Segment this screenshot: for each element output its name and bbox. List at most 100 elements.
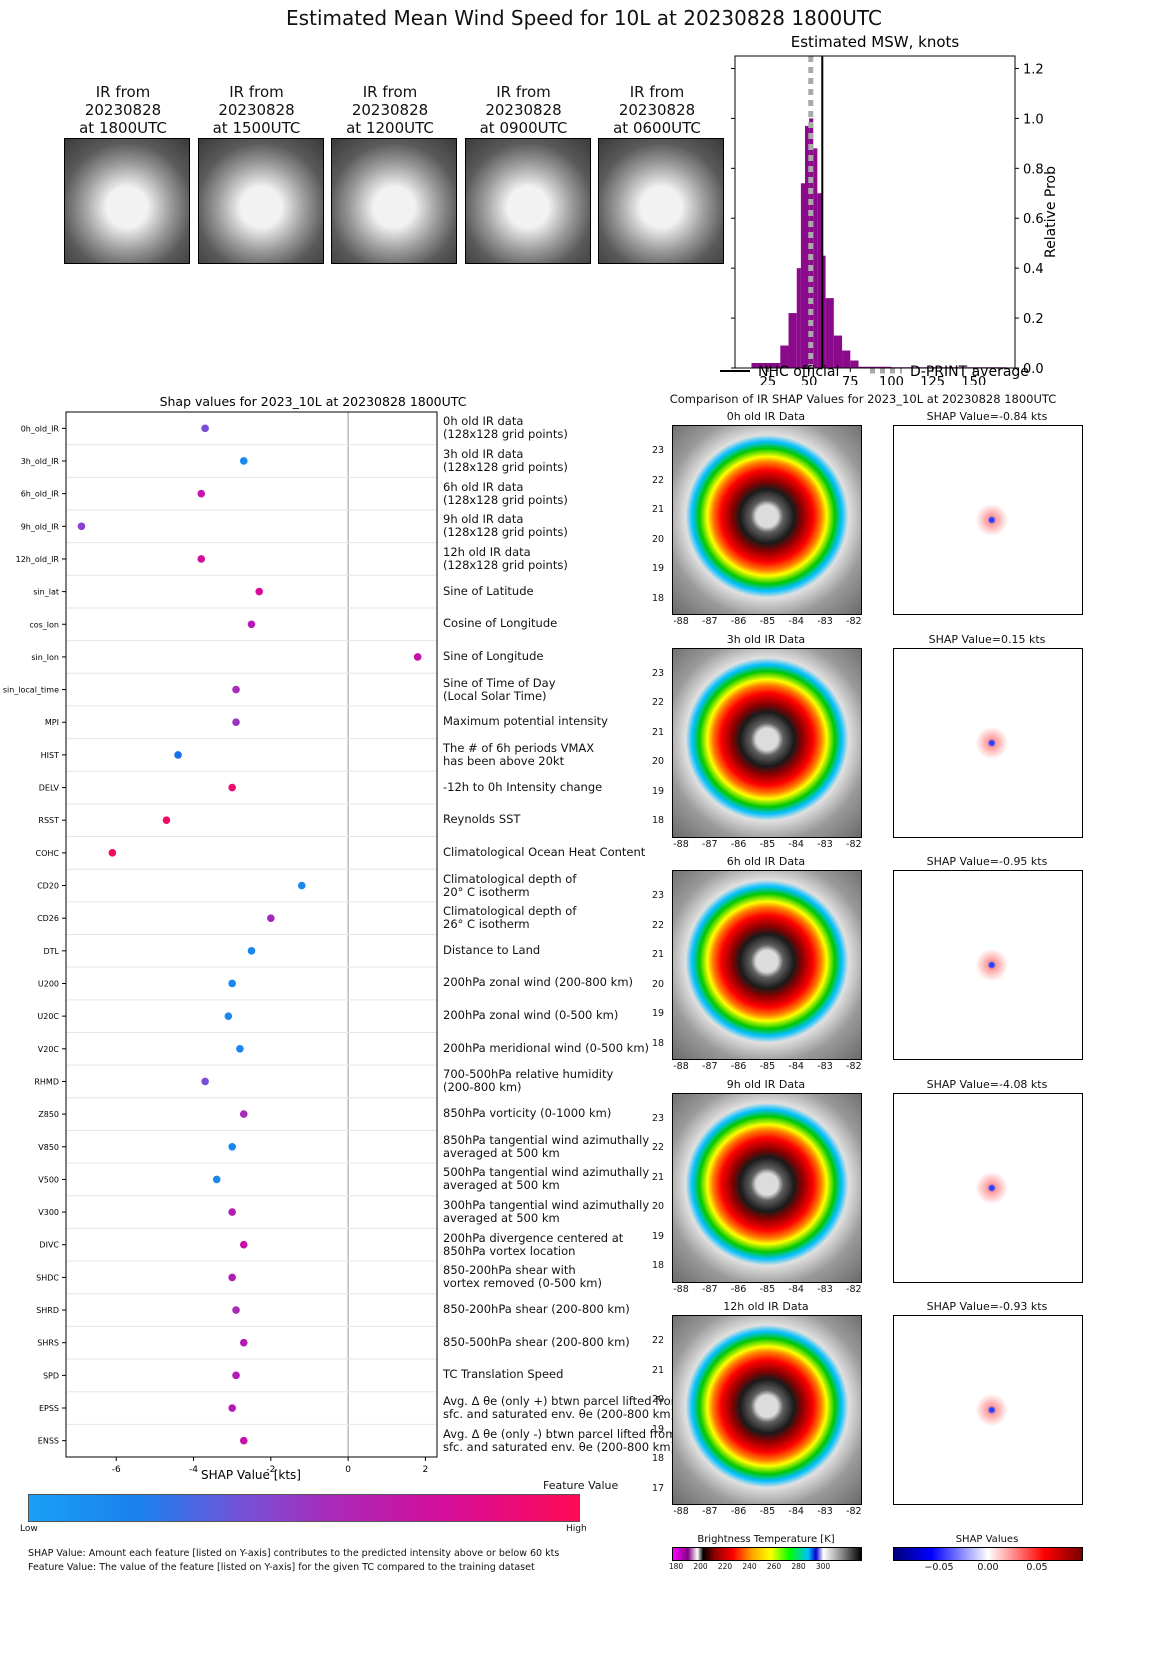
shap-point <box>239 1436 248 1445</box>
histogram-bar <box>813 148 818 368</box>
shap-point <box>239 1110 248 1118</box>
y-tick-label: 1.0 <box>1023 112 1044 127</box>
lat-tick-label: 18 <box>652 1037 665 1049</box>
feature-description-line: averaged at 500 km <box>443 1145 560 1160</box>
msw-histogram: Estimated MSW, knots 25 50 75 100 125 150 0.0 0… <box>720 33 1059 385</box>
feature-description-line: Avg. Δ θe (only +) btwn parcel lifted fr… <box>443 1394 682 1409</box>
histogram-bar <box>788 313 797 368</box>
shap-cb-tick-label: 0.00 <box>977 1562 999 1573</box>
shap-panel-title: SHAP Value=-4.08 kts <box>926 1077 1048 1091</box>
footnote-shap: SHAP Value: Amount each feature [listed … <box>28 1548 560 1559</box>
colorbar-label: Feature Value <box>543 1479 619 1492</box>
feature-description-line: 9h old IR data <box>443 512 524 527</box>
lon-tick-label: -82 <box>846 616 862 627</box>
lon-tick-label: -82 <box>846 1506 862 1517</box>
shap-point <box>108 849 117 857</box>
x-tick-label: -6 <box>112 1465 121 1475</box>
feature-description-line: 200hPa meridional wind (0-500 km) <box>443 1040 650 1055</box>
lat-tick-label: 18 <box>652 592 665 604</box>
feature-description-line: (200-800 km) <box>443 1080 522 1095</box>
lon-tick-label: -85 <box>759 1061 776 1072</box>
lon-tick-label: -82 <box>846 1283 862 1295</box>
shap-point <box>228 1142 236 1151</box>
feature-description: 850-200hPa shear with vortex removed (0-5… <box>443 1264 602 1290</box>
histogram-bar <box>780 345 789 368</box>
feature-code-label: 12h_old_IR <box>16 555 60 564</box>
lat-tick-label: 21 <box>652 504 665 515</box>
shap-chart-title: Shap values for 2023_10L at 20230828 180… <box>160 394 467 409</box>
legend-nhc-label: NHC official <box>758 364 839 380</box>
lat-tick-label: 19 <box>652 1230 665 1242</box>
lat-tick-label: 22 <box>652 919 665 931</box>
feature-description-line: 500hPa tangential wind azimuthally <box>443 1165 650 1180</box>
y-tick-label: 0.8 <box>1023 162 1044 177</box>
feature-code-label: 0h_old_IR <box>21 424 60 433</box>
lat-tick-label: 17 <box>652 1482 665 1494</box>
lon-tick-label: -83 <box>817 838 833 850</box>
lon-tick-label: -85 <box>759 1506 776 1517</box>
ir-data-image <box>672 1092 862 1283</box>
histogram-bar <box>817 193 822 368</box>
histogram-bar <box>825 298 834 368</box>
histogram-bar <box>850 360 859 368</box>
lat-tick-label: 20 <box>652 978 665 990</box>
feature-value-colorbar <box>28 1494 580 1522</box>
feature-code-label: 6h_old_IR <box>21 490 60 499</box>
feature-description-line: (128x128 grid points) <box>443 459 568 474</box>
feature-code-label: 9h_old_IR <box>21 522 60 531</box>
lon-tick-label: -85 <box>759 1283 776 1295</box>
lat-tick-label: 21 <box>652 949 665 960</box>
shap-point <box>162 816 171 825</box>
shap-point <box>174 751 182 759</box>
lat-tick-label: 19 <box>652 785 665 797</box>
feature-description-line: 850-200hPa shear with <box>443 1263 576 1278</box>
feature-description-line: Sine of Longitude <box>443 648 544 663</box>
shap-cb-tick-label: −0.05 <box>924 1562 954 1573</box>
feature-description-line: 12h old IR data <box>443 544 531 559</box>
ir-thumbnail-label: IR from 20230828 at 1500UTC <box>187 83 327 137</box>
shap-panel-title: SHAP Value=-0.95 kts <box>926 855 1048 868</box>
lat-tick-label: 22 <box>652 1142 665 1153</box>
feature-description-line: 300hPa tangential wind azimuthally <box>443 1198 650 1213</box>
lon-tick-label: -83 <box>817 1061 833 1072</box>
lon-tick-label: -88 <box>673 1506 689 1517</box>
shap-map-image <box>893 1315 1083 1505</box>
ir-label-line: at 1200UTC <box>346 119 434 137</box>
shap-point <box>236 1044 244 1053</box>
lat-tick-label: 20 <box>652 756 665 767</box>
feature-description-line: 200hPa zonal wind (0-500 km) <box>443 1008 619 1023</box>
feature-code-label: U20C <box>37 1012 59 1021</box>
shap-point <box>232 685 240 694</box>
bt-tick-label: 200 <box>693 1562 708 1571</box>
footnote-feature: Feature Value: The value of the feature … <box>28 1562 535 1573</box>
shap-colorbar-label: SHAP Values <box>955 1534 1019 1545</box>
feature-description-line: 20° C isotherm <box>443 884 530 899</box>
shap-point <box>255 587 264 596</box>
shap-cb-tick-label: 0.05 <box>1026 1562 1048 1573</box>
shap-point <box>267 914 275 922</box>
shap-point <box>228 979 236 988</box>
x-tick-label: 2 <box>423 1465 429 1475</box>
feature-description-line: (128x128 grid points) <box>443 525 568 540</box>
feature-code-label: DELV <box>39 784 60 793</box>
feature-code-label: RSST <box>38 816 59 825</box>
feature-description: Sine of Latitude <box>443 583 534 598</box>
feature-description: Climatological Ocean Heat Content <box>443 845 645 859</box>
feature-description-line: Sine of Latitude <box>443 583 534 598</box>
shap-map-image <box>893 647 1083 838</box>
lon-tick-label: -87 <box>702 1506 718 1517</box>
feature-description-line: (128x128 grid points) <box>443 557 568 572</box>
feature-description: 850-200hPa shear (200-800 km) <box>443 1303 630 1316</box>
lon-tick-label: -84 <box>788 616 804 627</box>
ir-panel-title: 0h old IR Data <box>726 410 806 423</box>
histogram-bar <box>751 363 781 368</box>
lon-tick-label: -83 <box>817 1283 833 1295</box>
feature-code-label: V850 <box>38 1143 59 1152</box>
feature-description-line: (Local Solar Time) <box>443 688 547 703</box>
ir-panel-title: 12h old IR Data <box>723 1300 809 1313</box>
ir-label-line: IR from <box>496 83 551 101</box>
y-tick-label: 0.6 <box>1023 212 1044 227</box>
ir-panel-title: 3h old IR Data <box>726 632 806 646</box>
feature-description: 500hPa tangential wind azimuthally averag… <box>443 1166 649 1192</box>
lat-tick-label: 19 <box>652 1423 665 1435</box>
